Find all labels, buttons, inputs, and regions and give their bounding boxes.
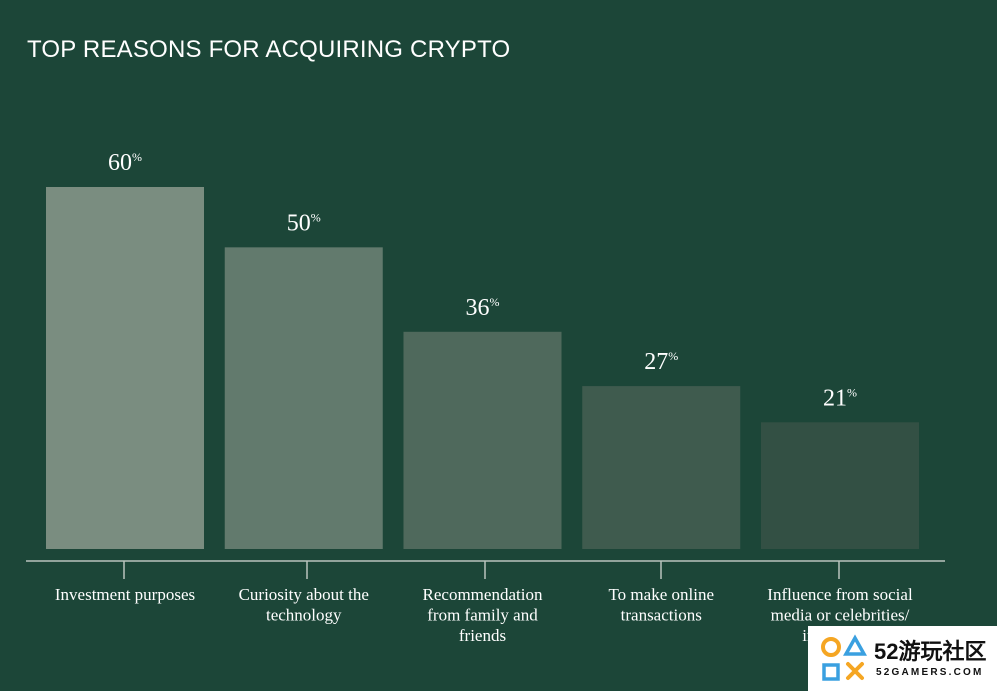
value-label-2: 50% bbox=[287, 210, 321, 236]
watermark-subtitle: 52GAMERS.COM bbox=[876, 667, 984, 678]
watermark-title: 52游玩社区 bbox=[874, 639, 987, 664]
bar-4 bbox=[582, 386, 741, 549]
bar-5 bbox=[761, 422, 919, 549]
value-label-3: 36% bbox=[466, 295, 500, 321]
value-label-4: 27% bbox=[644, 349, 678, 375]
chart-title: TOP REASONS FOR ACQUIRING CRYPTO bbox=[27, 36, 511, 63]
bar-1 bbox=[46, 187, 204, 549]
category-label-4: To make online transactions bbox=[608, 585, 714, 625]
category-label-1: Investment purposes bbox=[55, 585, 195, 604]
category-label-3: Recommendation from family and friends bbox=[423, 585, 543, 645]
value-label-1: 60% bbox=[108, 150, 142, 176]
value-label-5: 21% bbox=[823, 385, 857, 411]
bar-2 bbox=[224, 247, 383, 550]
watermark-badge: 52游玩社区 52GAMERS.COM bbox=[808, 626, 997, 691]
game-controller-buttons-icon bbox=[821, 634, 867, 681]
category-label-2: Curiosity about the technology bbox=[239, 585, 369, 625]
bar-3 bbox=[403, 331, 562, 549]
